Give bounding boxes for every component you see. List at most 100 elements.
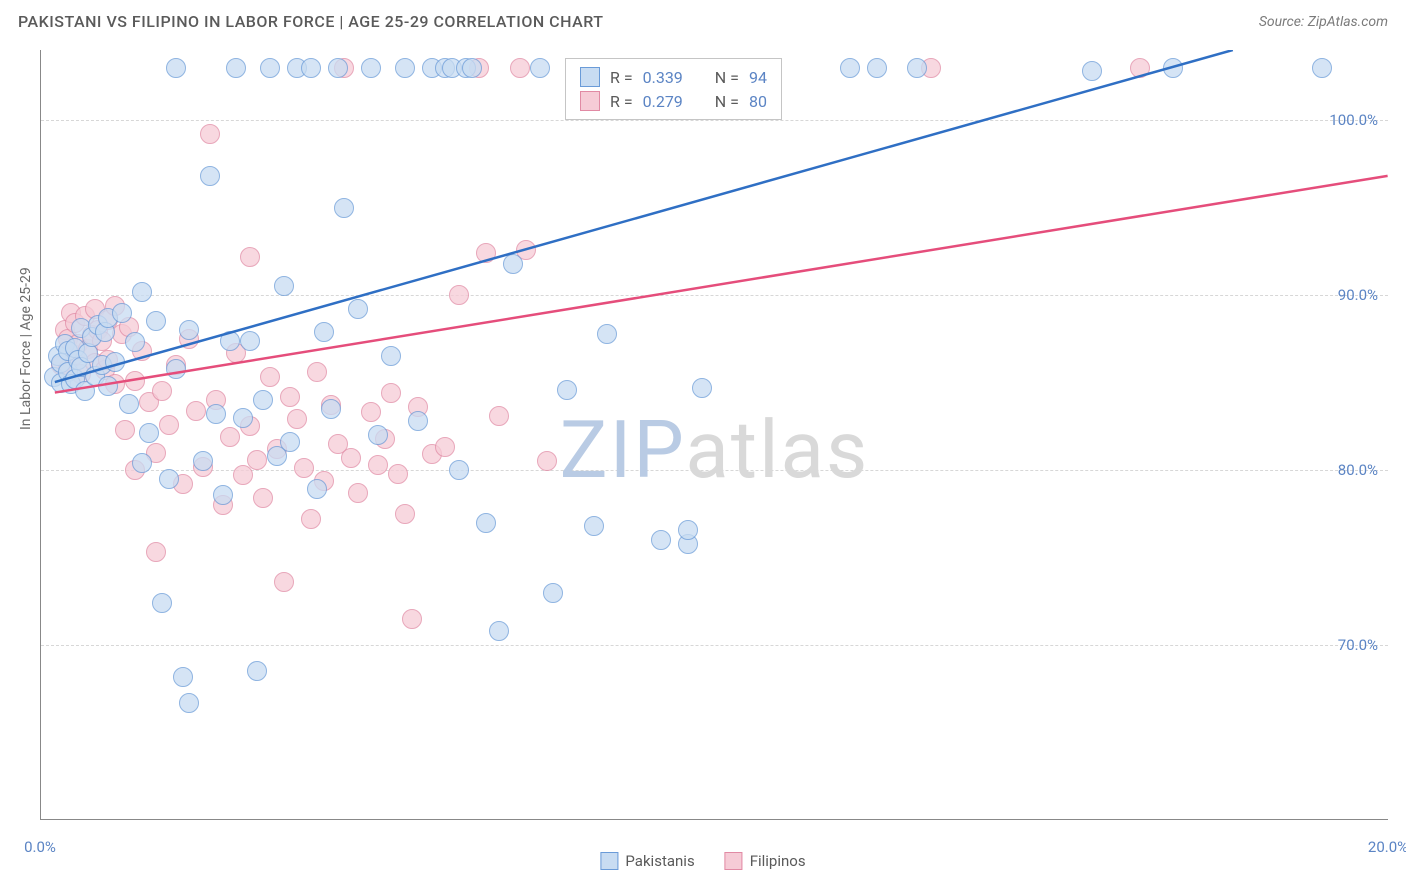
scatter-point (132, 282, 152, 302)
scatter-point (692, 378, 712, 398)
scatter-point (159, 469, 179, 489)
legend-label: Pakistanis (625, 852, 694, 870)
scatter-point (220, 331, 240, 351)
scatter-point (240, 247, 260, 267)
scatter-point (307, 479, 327, 499)
scatter-point (260, 58, 280, 78)
scatter-point (247, 661, 267, 681)
gridline (41, 295, 1388, 296)
scatter-point (233, 465, 253, 485)
scatter-point (294, 458, 314, 478)
scatter-point (510, 58, 530, 78)
scatter-point (334, 198, 354, 218)
y-axis-label: In Labor Force | Age 25-29 (18, 267, 34, 430)
scatter-point (489, 621, 509, 641)
scatter-point (530, 58, 550, 78)
scatter-point (132, 453, 152, 473)
legend-swatch (580, 67, 600, 87)
scatter-point (287, 409, 307, 429)
x-tick-label: 0.0% (24, 838, 56, 856)
scatter-point (226, 58, 246, 78)
scatter-point (186, 401, 206, 421)
scatter-point (402, 609, 422, 629)
legend-swatch (600, 852, 618, 870)
scatter-point (139, 423, 159, 443)
scatter-point (146, 542, 166, 562)
scatter-point (115, 420, 135, 440)
chart-plot-area: ZIPatlas (40, 50, 1388, 820)
scatter-point (200, 124, 220, 144)
scatter-point (597, 324, 617, 344)
scatter-point (314, 322, 334, 342)
scatter-point (301, 58, 321, 78)
scatter-point (179, 693, 199, 713)
scatter-point (307, 362, 327, 382)
legend-item: Pakistanis (600, 852, 694, 870)
scatter-point (159, 415, 179, 435)
chart-title: PAKISTANI VS FILIPINO IN LABOR FORCE | A… (18, 12, 604, 31)
stats-legend-box: R = 0.339 N = 94 R = 0.279 N = 80 (565, 58, 782, 120)
scatter-point (395, 58, 415, 78)
scatter-point (395, 504, 415, 524)
scatter-point (368, 455, 388, 475)
scatter-point (220, 427, 240, 447)
gridline (41, 645, 1388, 646)
scatter-point (449, 460, 469, 480)
y-tick-label: 70.0% (1338, 636, 1378, 654)
legend-label: Filipinos (750, 852, 806, 870)
scatter-point (678, 520, 698, 540)
scatter-point (361, 58, 381, 78)
scatter-point (1082, 61, 1102, 81)
scatter-point (213, 485, 233, 505)
scatter-point (361, 402, 381, 422)
scatter-point (907, 58, 927, 78)
scatter-point (341, 448, 361, 468)
scatter-point (462, 58, 482, 78)
bottom-legend: Pakistanis Filipinos (600, 852, 805, 870)
scatter-point (200, 166, 220, 186)
chart-header: PAKISTANI VS FILIPINO IN LABOR FORCE | A… (0, 0, 1406, 39)
scatter-point (280, 387, 300, 407)
scatter-point (247, 450, 267, 470)
scatter-point (253, 488, 273, 508)
x-tick-label: 20.0% (1368, 838, 1406, 856)
scatter-point (1163, 58, 1183, 78)
stats-row: R = 0.339 N = 94 (580, 65, 767, 89)
chart-source: Source: ZipAtlas.com (1259, 14, 1388, 30)
scatter-point (1130, 58, 1150, 78)
scatter-point (105, 352, 125, 372)
scatter-point (321, 399, 341, 419)
scatter-point (253, 390, 273, 410)
gridline (41, 120, 1388, 121)
scatter-point (328, 58, 348, 78)
scatter-point (152, 381, 172, 401)
scatter-point (146, 311, 166, 331)
scatter-point (274, 276, 294, 296)
scatter-point (98, 376, 118, 396)
y-tick-label: 80.0% (1338, 461, 1378, 479)
scatter-point (125, 371, 145, 391)
scatter-point (584, 516, 604, 536)
scatter-point (260, 367, 280, 387)
scatter-point (119, 394, 139, 414)
legend-swatch (725, 852, 743, 870)
legend-item: Filipinos (725, 852, 806, 870)
scatter-point (179, 320, 199, 340)
scatter-point (348, 299, 368, 319)
y-tick-label: 90.0% (1338, 286, 1378, 304)
scatter-point (274, 572, 294, 592)
scatter-point (381, 346, 401, 366)
scatter-point (125, 332, 145, 352)
scatter-point (152, 593, 172, 613)
scatter-point (280, 432, 300, 452)
scatter-point (449, 285, 469, 305)
scatter-point (348, 483, 368, 503)
legend-swatch (580, 91, 600, 111)
scatter-point (867, 58, 887, 78)
scatter-point (233, 408, 253, 428)
scatter-point (476, 513, 496, 533)
scatter-point (557, 380, 577, 400)
scatter-point (240, 331, 260, 351)
scatter-point (651, 530, 671, 550)
scatter-point (388, 464, 408, 484)
